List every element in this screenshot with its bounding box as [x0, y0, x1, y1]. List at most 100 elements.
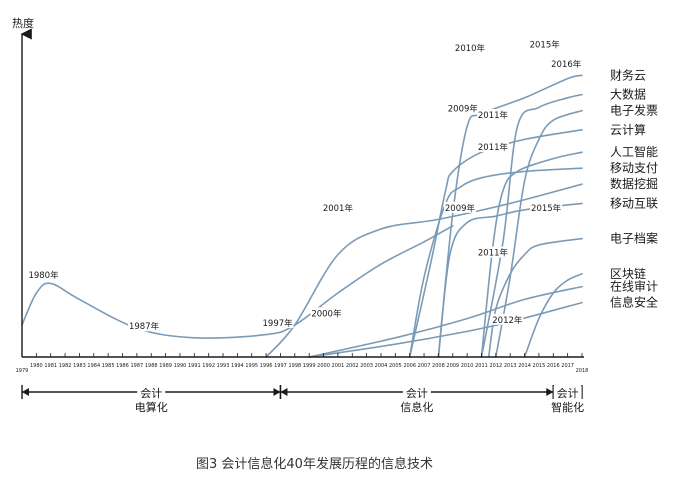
x-tick-label-1984: 1984	[87, 363, 100, 369]
annotation-bg-10	[476, 246, 509, 258]
phase-label-bg-0	[137, 386, 166, 399]
x-tick-label-2007: 2007	[418, 363, 431, 369]
x-tick-label-2016: 2016	[547, 363, 560, 369]
x-tick-label-2010: 2010	[461, 363, 474, 369]
annotation-bg-9	[476, 141, 509, 152]
series-line-10	[308, 285, 583, 358]
x-tick-label-1993: 1993	[217, 363, 230, 369]
series-label-6: 数据挖掘	[610, 176, 658, 191]
annotation-bg-2	[261, 317, 294, 328]
x-tick-label-1988: 1988	[145, 363, 158, 369]
x-tick-label-1997: 1997	[274, 363, 287, 369]
annotation-1: 1987年	[129, 321, 160, 332]
series-label-1: 大数据	[610, 87, 646, 102]
x-tick-label-1998: 1998	[288, 363, 301, 369]
x-tick-label-1999: 1999	[303, 363, 316, 369]
x-tick-label-2015: 2015	[533, 363, 546, 369]
x-tick-label-2017: 2017	[561, 363, 574, 369]
annotation-bg-14	[550, 57, 583, 69]
annotation-bg-8	[476, 109, 509, 120]
figure-caption: 图3 会计信息化40年发展历程的信息技术	[196, 456, 433, 472]
series-line-11	[308, 301, 583, 358]
annotation-8: 2011年	[478, 110, 509, 121]
x-tick-label-1991: 1991	[188, 363, 201, 369]
annotation-4: 2001年	[323, 203, 354, 214]
x-tick-label-1989: 1989	[159, 363, 172, 369]
x-tick-label-1980: 1980	[30, 363, 43, 369]
annotation-bg-7	[454, 41, 486, 53]
annotation-bg-13	[530, 201, 563, 213]
annotation-0: 1980年	[28, 270, 59, 281]
annotation-11: 2012年	[492, 315, 523, 326]
series-label-8: 电子档案	[610, 231, 658, 246]
phase-arrow-left-1	[280, 388, 288, 396]
x-tick-label-1987: 1987	[131, 363, 144, 369]
series-line-7	[437, 202, 583, 358]
phase-arrow-right-0	[273, 388, 281, 396]
x-tick-label-1996: 1996	[260, 363, 273, 369]
series-label-11: 信息安全	[610, 295, 658, 310]
annotation-3: 2000年	[311, 308, 342, 319]
x-tick-label-2006: 2006	[403, 363, 416, 369]
x-tick-label-2011: 2011	[475, 363, 488, 369]
annotation-bg-12	[528, 38, 561, 50]
series-line-8	[487, 237, 583, 358]
x-tick-label-1992: 1992	[202, 363, 215, 369]
series-label-2: 电子发票	[610, 103, 658, 118]
x-tick-label-1990: 1990	[174, 363, 187, 369]
axes: 热度	[12, 16, 584, 358]
x-tick-label-2005: 2005	[389, 363, 402, 369]
series-label-7: 移动互联	[610, 196, 658, 210]
phase-timeline: 会计电算化 会计信息化 会计智能化	[21, 385, 584, 414]
annotation-bg-4	[321, 201, 354, 213]
series-line-5	[408, 167, 583, 358]
annotation-14: 2016年	[551, 59, 582, 70]
x-tick-label-1981: 1981	[44, 363, 57, 369]
x-tick-label-1983: 1983	[73, 363, 86, 369]
x-tick-label-1994: 1994	[231, 363, 244, 369]
x-tick-label-2013: 2013	[504, 363, 517, 369]
x-tick-label-2001: 2001	[332, 363, 345, 369]
x-tick-label-2004: 2004	[375, 363, 388, 369]
series-label-10: 在线审计	[610, 279, 658, 294]
annotation-bg-11	[491, 313, 524, 325]
annotation-bg-0	[27, 269, 60, 280]
annotation-bg-3	[310, 307, 343, 319]
x-tick-label-1982: 1982	[59, 363, 72, 369]
year-annotations: 1980年 1987年 1997年 2000年 2001年 2009年 2009年 2010年…	[27, 38, 583, 332]
annotation-9: 2011年	[478, 142, 509, 153]
series-label-9: 区块链	[610, 266, 646, 281]
phase-arrow-right-1	[546, 388, 554, 396]
annotation-2: 1997年	[263, 318, 294, 329]
series-line-1	[480, 93, 583, 358]
x-tick-label-2008: 2008	[432, 363, 445, 369]
phase-label-bg-2	[553, 386, 582, 399]
annotation-6: 2009年	[445, 203, 476, 214]
x-tick-label-2002: 2002	[346, 363, 359, 369]
annotation-10: 2011年	[478, 248, 509, 259]
phase-label-1: 会计信息化	[400, 387, 433, 414]
y-axis-label: 热度	[12, 16, 34, 30]
phase-label-2: 会计智能化	[551, 387, 584, 414]
annotation-bg-5	[446, 102, 479, 114]
x-tick-label-2000: 2000	[317, 363, 330, 369]
x-tick-label-1979: 1979	[16, 368, 29, 374]
annotation-5: 2009年	[448, 104, 479, 115]
annotation-12: 2015年	[530, 40, 561, 51]
x-tick-label-1995: 1995	[245, 363, 258, 369]
annotation-bg-6	[443, 201, 476, 213]
series-curves	[21, 74, 583, 358]
series-line-12	[21, 225, 454, 339]
annotation-13: 2015年	[531, 203, 562, 214]
series-label-5: 移动支付	[610, 161, 658, 175]
x-tick-label-2012: 2012	[489, 363, 502, 369]
x-tick-label-2018: 2018	[576, 368, 589, 374]
phase-label-bg-1	[402, 386, 431, 399]
series-labels: 财务云大数据电子发票云计算人工智能移动支付数据挖掘移动互联电子档案区块链在线审计…	[610, 67, 658, 309]
annotation-7: 2010年	[455, 43, 486, 54]
series-line-0	[437, 74, 583, 358]
series-line-3	[408, 129, 583, 358]
series-label-0: 财务云	[610, 67, 646, 82]
